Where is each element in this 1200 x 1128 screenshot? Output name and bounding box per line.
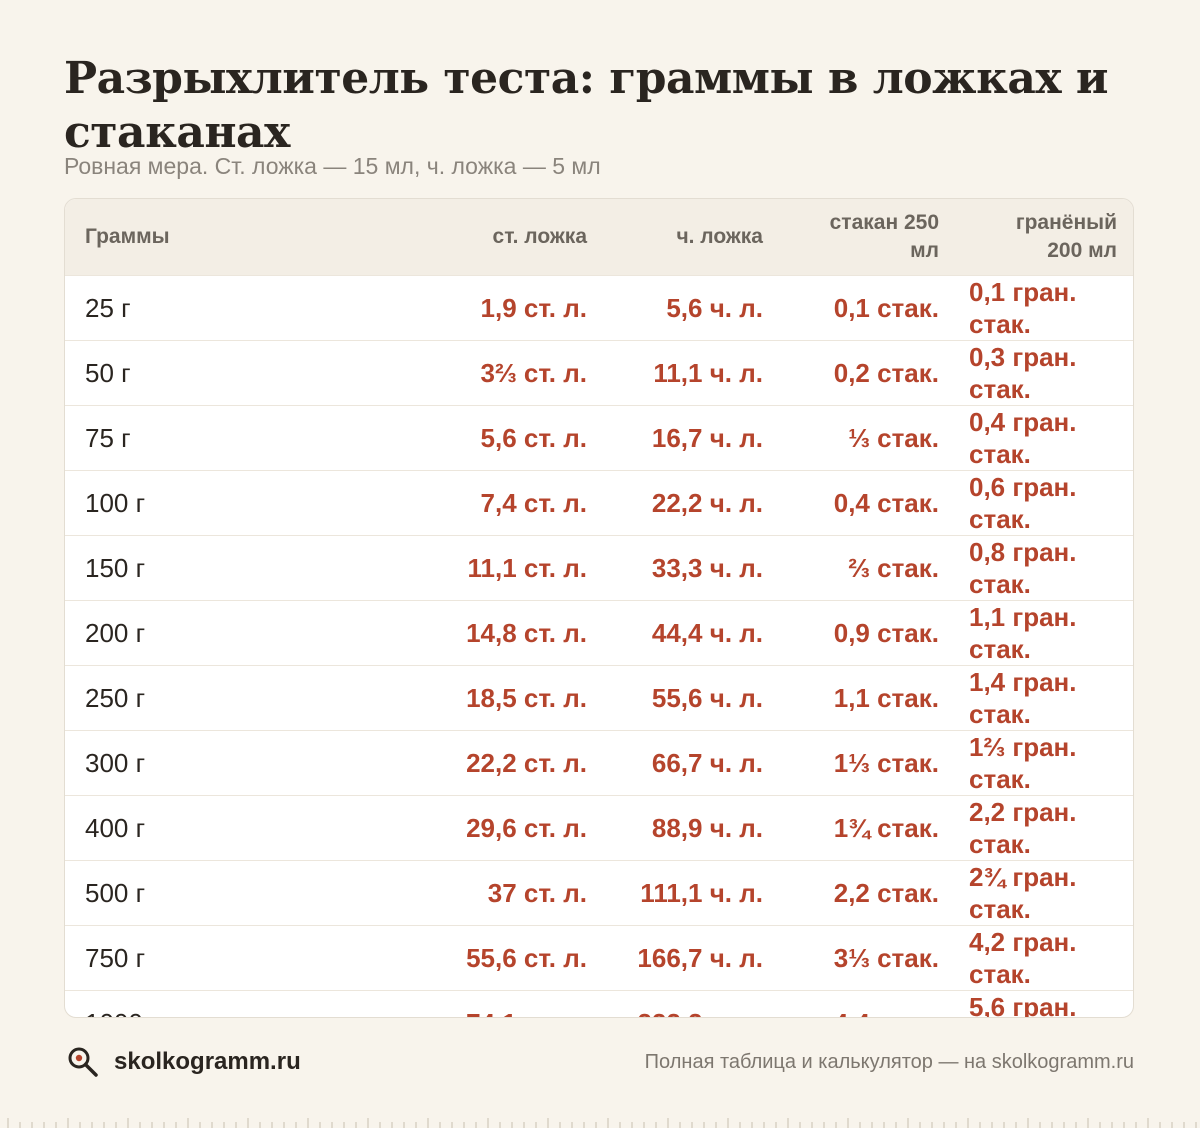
teaspoon-cell: 88,9 ч. л. (651, 812, 763, 843)
teaspoon-cell: 33,3 ч. л. (651, 552, 763, 583)
table-row: 400 г 29,6 ст. л. 88,9 ч. л. 1¾ стак. 2,2 гр… (65, 795, 1133, 860)
cup-250-cell: 0,4 стак. (833, 487, 939, 518)
cup-250-cell: 1⅓ стак. (833, 747, 939, 778)
header-tablespoon: ст. ложка (492, 224, 587, 248)
cup-250-cell: 1¾ стак. (833, 812, 939, 843)
faceted-glass-cell: 2,2 гран. стак. (969, 796, 1077, 859)
tablespoon-cell: 55,6 ст. л. (466, 942, 587, 973)
header-cup-250: стакан 250 мл (829, 210, 939, 262)
tablespoon-cell: 3⅔ ст. л. (480, 357, 587, 388)
cup-250-cell: 4,4 стак. (781, 990, 957, 1018)
tablespoon-cell: 22,2 ст. л. (466, 747, 587, 778)
grams-cell: 75 г (85, 422, 131, 453)
cup-250-cell: 1,1 стак. (833, 682, 939, 713)
teaspoon-cell: 55,6 ч. л. (651, 682, 763, 713)
cup-250-cell: 3⅓ стак. (833, 942, 939, 973)
grams-cell: 500 г (85, 877, 146, 908)
magnifier-icon (68, 1047, 98, 1077)
tablespoon-cell: 11,1 ст. л. (467, 552, 588, 583)
cup-250-cell: 0,1 стак. (833, 292, 939, 323)
brand-name: skolkogramm.ru (114, 1048, 301, 1075)
tablespoon-cell: 18,5 ст. л. (466, 682, 587, 713)
header-grams: Граммы (85, 224, 170, 248)
teaspoon-cell: 66,7 ч. л. (651, 747, 763, 778)
table-row: 100 г 7,4 ст. л. 22,2 ч. л. 0,4 стак. 0,6 гр… (65, 470, 1133, 535)
cup-250-cell: 0,2 стак. (833, 357, 939, 388)
conversion-table: Граммы ст. ложка ч. ложка стакан 250 мл … (65, 199, 1133, 1018)
tablespoon-cell: 14,8 ст. л. (466, 617, 587, 648)
faceted-glass-cell: 0,4 гран. стак. (969, 406, 1077, 469)
faceted-glass-cell: 1,4 гран. стак. (969, 666, 1077, 729)
table-header-row: Граммы ст. ложка ч. ложка стакан 250 мл … (65, 199, 1133, 275)
header-faceted-glass-200: гранёный 200 мл (1015, 210, 1117, 262)
grams-cell: 50 г (85, 357, 131, 388)
faceted-glass-cell: 0,1 гран. стак. (969, 276, 1077, 339)
teaspoon-cell: 222,2 ч. л. (605, 990, 781, 1018)
cup-250-cell: ⅓ стак. (848, 422, 939, 453)
teaspoon-cell: 166,7 ч. л. (637, 942, 763, 973)
tablespoon-cell: 1,9 ст. л. (480, 292, 587, 323)
grams-cell: 300 г (85, 747, 146, 778)
tablespoon-cell: 5,6 ст. л. (480, 422, 587, 453)
faceted-glass-cell: 1,1 гран. стак. (969, 601, 1077, 664)
table-row: 150 г 11,1 ст. л. 33,3 ч. л. ⅔ стак. 0,8 гра… (65, 535, 1133, 600)
table-row: 500 г 37 ст. л. 111,1 ч. л. 2,2 стак. 2¾ гра… (65, 860, 1133, 925)
table-row: 25 г 1,9 ст. л. 5,6 ч. л. 0,1 стак. 0,1 гран… (65, 275, 1133, 340)
grams-cell: 750 г (85, 942, 146, 973)
grams-cell: 400 г (85, 812, 146, 843)
footer-note: Полная таблица и калькулятор — на skolko… (644, 1051, 1134, 1073)
faceted-glass-cell: 0,8 гран. стак. (969, 536, 1077, 599)
grams-cell: 1000 г (65, 990, 405, 1018)
table-row: 75 г 5,6 ст. л. 16,7 ч. л. ⅓ стак. 0,4 гран.… (65, 405, 1133, 470)
tablespoon-cell: 37 ст. л. (487, 877, 587, 908)
teaspoon-cell: 111,1 ч. л. (640, 877, 763, 908)
grams-cell: 150 г (85, 552, 146, 583)
table-row: 200 г 14,8 ст. л. 44,4 ч. л. 0,9 стак. 1,1 г… (65, 600, 1133, 665)
tablespoon-cell: 29,6 ст. л. (466, 812, 587, 843)
faceted-glass-cell: 0,6 гран. стак. (969, 471, 1077, 534)
cup-250-cell: 2,2 стак. (833, 877, 939, 908)
teaspoon-cell: 22,2 ч. л. (651, 487, 763, 518)
grams-cell: 200 г (85, 617, 146, 648)
faceted-glass-cell: 0,3 гран. стак. (969, 341, 1077, 404)
faceted-glass-cell: 5,6 гран. стак. (969, 991, 1077, 1018)
faceted-glass-cell: 1⅔ гран. стак. (969, 731, 1077, 794)
grams-cell: 250 г (85, 682, 146, 713)
cup-250-cell: 0,9 стак. (833, 617, 939, 648)
header-teaspoon: ч. ложка (676, 224, 763, 248)
table-row: 250 г 18,5 ст. л. 55,6 ч. л. 1,1 стак. 1,4 г… (65, 665, 1133, 730)
tablespoon-cell: 7,4 ст. л. (480, 487, 587, 518)
teaspoon-cell: 5,6 ч. л. (666, 292, 763, 323)
teaspoon-cell: 11,1 ч. л. (653, 357, 763, 388)
grams-cell: 100 г (85, 487, 146, 518)
footer-brand[interactable]: skolkogramm.ru (66, 1044, 301, 1080)
page-title: Разрыхлитель теста: граммы в ложках и ст… (64, 53, 1109, 158)
teaspoon-cell: 16,7 ч. л. (651, 422, 763, 453)
grams-cell: 25 г (85, 292, 131, 323)
ruler-decoration (7, 1118, 1197, 1128)
table-row: 1000 г74,1 ст. л.222,2 ч. л.4,4 стак. 5,6… (65, 990, 1133, 1018)
table-row: 750 г 55,6 ст. л. 166,7 ч. л. 3⅓ стак. 4,2 г… (65, 925, 1133, 990)
tablespoon-cell: 74,1 ст. л. (405, 990, 605, 1018)
faceted-glass-cell: 2¾ гран. стак. (969, 861, 1077, 924)
teaspoon-cell: 44,4 ч. л. (651, 617, 763, 648)
conversion-table-card: Граммы ст. ложка ч. ложка стакан 250 мл … (64, 198, 1134, 1018)
faceted-glass-cell: 4,2 гран. стак. (969, 926, 1077, 989)
table-row: 50 г 3⅔ ст. л. 11,1 ч. л. 0,2 стак. 0,3 гран… (65, 340, 1133, 405)
page-subtitle: Ровная мера. Ст. ложка — 15 мл, ч. ложка… (64, 153, 601, 179)
table-row: 300 г 22,2 ст. л. 66,7 ч. л. 1⅓ стак. 1⅔ гра… (65, 730, 1133, 795)
cup-250-cell: ⅔ стак. (848, 552, 939, 583)
